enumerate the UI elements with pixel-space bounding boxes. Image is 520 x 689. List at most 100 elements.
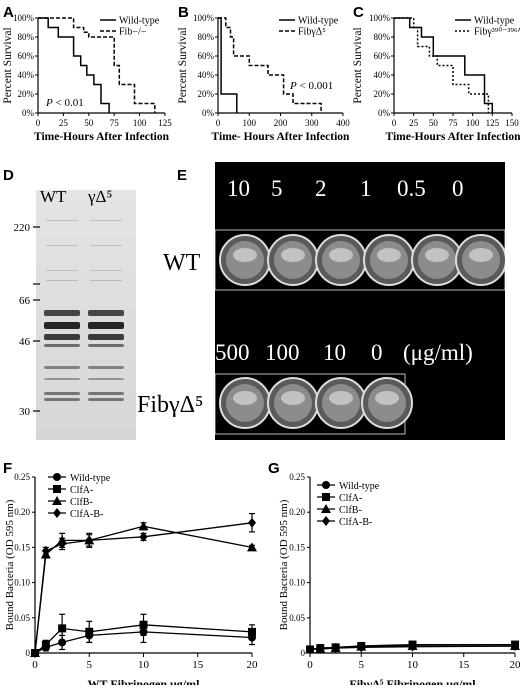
y-axis-label: Percent Survival: [2, 27, 14, 103]
x-tick-label: 25: [59, 118, 69, 128]
gel-band: [88, 322, 124, 329]
gel-band: [44, 392, 80, 395]
data-point-diamond: [41, 545, 50, 556]
legend-marker-circle: [53, 473, 61, 481]
data-point-triangle: [138, 521, 149, 531]
x-tick-label: 15: [192, 659, 204, 671]
concentration-label: 0.5: [397, 176, 426, 201]
panel-label-a: A: [3, 4, 14, 21]
legend-label: Fib−/−: [119, 27, 147, 38]
panel-label-e: E: [177, 167, 188, 184]
gel-faint-band: [90, 270, 122, 271]
well-highlight: [233, 391, 257, 405]
y-tick-label: 0: [26, 648, 31, 658]
gel-faint-band: [46, 220, 78, 221]
gel-faint-band: [90, 220, 122, 221]
x-axis-label: FibγΔ⁵ Fibrinogen μg/ml: [349, 677, 476, 685]
panel-label-b: B: [178, 4, 189, 21]
legend-label: Wild-type: [70, 473, 111, 484]
concentration-label: 2: [315, 176, 327, 201]
legend-label: ClfA-: [339, 493, 362, 504]
x-tick-label: 100: [133, 118, 147, 128]
gel-image: 220 66 46 30 WT γΔ⁵: [14, 187, 136, 440]
marker-label: 66: [19, 295, 31, 307]
gel-band: [44, 344, 80, 347]
data-point-square: [58, 624, 67, 633]
x-tick-label: 150: [505, 118, 519, 128]
legend-label: Wild-type: [474, 16, 515, 27]
gel-faint-band: [46, 280, 78, 281]
gel-band: [88, 344, 124, 347]
legend-marker-circle: [322, 481, 330, 489]
marker-label: 46: [19, 336, 31, 348]
well-highlight: [377, 248, 401, 262]
x-axis-label: Time-Hours After Infection: [34, 131, 170, 143]
data-point-diamond: [511, 640, 519, 651]
y-axis-label: Percent Survival: [352, 27, 364, 103]
gel-faint-band: [90, 245, 122, 246]
binding-chart-g: 0 0.05 0.10 0.15 0.20 0.25 0 5 10 15 20 FibγΔ⁵ Fibr…: [278, 472, 520, 685]
y-tick-label: 0.05: [14, 613, 30, 623]
well-highlight: [233, 248, 257, 262]
x-tick-label: 300: [305, 118, 319, 128]
row-label-wt: WT: [163, 250, 201, 276]
well-highlight: [375, 391, 399, 405]
gel-band: [88, 334, 124, 340]
data-point-diamond: [331, 643, 340, 654]
data-point-diamond: [31, 648, 39, 658]
gel-band: [44, 366, 80, 369]
p-value-label: P < 0.001: [289, 80, 333, 92]
data-point-diamond: [306, 644, 314, 655]
data-point-square: [248, 627, 256, 636]
legend-marker-diamond: [322, 516, 330, 526]
data-point-diamond: [408, 641, 417, 652]
data-point-diamond: [85, 535, 94, 546]
lane-label-mutant: γΔ⁵: [87, 187, 112, 206]
concentration-label: 10: [227, 176, 250, 201]
x-tick-label: 50: [429, 118, 439, 128]
x-tick-label: 20: [510, 659, 520, 671]
y-tick-label: 20%: [198, 89, 215, 99]
legend-label: ClfA-B-: [339, 517, 372, 528]
x-axis-label: WT Fibrinogen μg/ml: [88, 677, 201, 685]
y-tick-label: 40%: [18, 70, 35, 80]
y-tick-label: 20%: [374, 89, 391, 99]
legend-marker-square: [53, 485, 61, 493]
legend-marker-triangle: [321, 504, 331, 513]
concentration-label: 10: [323, 340, 346, 365]
p-value: < 0.001: [297, 80, 333, 92]
panel-label-f: F: [3, 460, 13, 477]
x-tick-label: 200: [274, 118, 288, 128]
gel-faint-band: [46, 270, 78, 271]
marker-label: 220: [14, 222, 31, 234]
y-tick-label: 60%: [198, 51, 215, 61]
data-point-square: [41, 640, 50, 649]
panel-label-c: C: [353, 4, 364, 21]
y-tick-label: 0.20: [289, 507, 305, 517]
gel-band: [44, 310, 80, 316]
x-tick-label: 20: [247, 659, 259, 671]
y-tick-label: 40%: [198, 70, 215, 80]
concentration-label: 0: [371, 340, 383, 365]
data-point-diamond: [248, 517, 256, 528]
y-tick-label: 60%: [374, 51, 391, 61]
gel-faint-band: [90, 280, 122, 281]
concentration-label: 1: [360, 176, 372, 201]
p-value-label: P < 0.01: [45, 97, 84, 109]
y-tick-label: 80%: [374, 32, 391, 42]
gel-faint-band: [46, 245, 78, 246]
data-point-diamond: [316, 643, 325, 654]
y-tick-label: 20%: [18, 89, 35, 99]
gel-band: [88, 310, 124, 316]
x-axis-label: Time-Hours After Infection: [385, 131, 520, 143]
y-tick-label: 100%: [193, 13, 215, 23]
y-tick-label: 60%: [18, 51, 35, 61]
y-tick-label: 0%: [22, 108, 35, 118]
legend-label: ClfB-: [339, 505, 362, 516]
y-tick-label: 80%: [18, 32, 35, 42]
x-tick-label: 0: [307, 659, 313, 671]
gel-band: [44, 322, 80, 329]
gel-band: [44, 398, 80, 401]
x-tick-label: 400: [336, 118, 350, 128]
